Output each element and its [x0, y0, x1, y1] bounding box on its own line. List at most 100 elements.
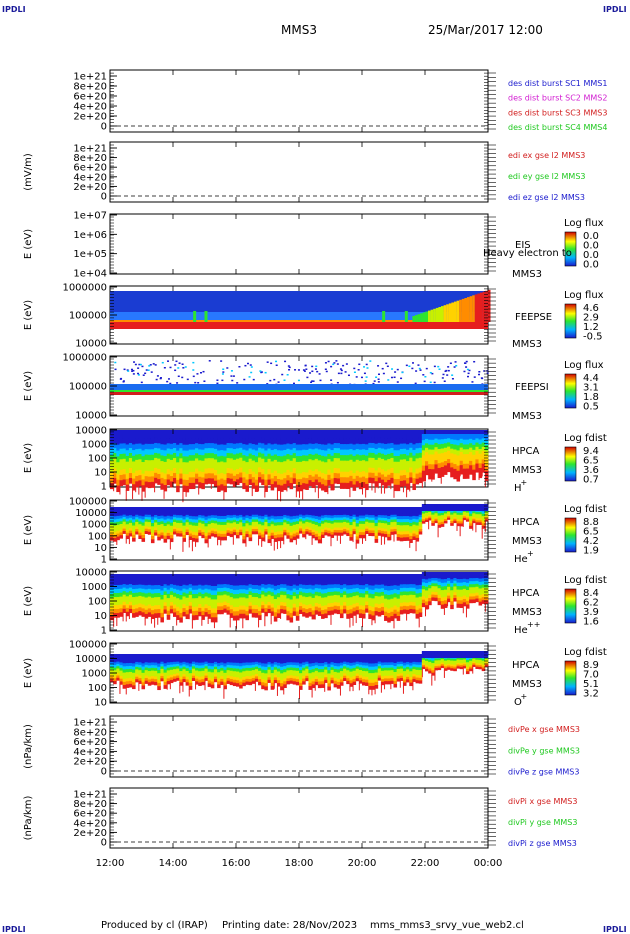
- heat-cell: [166, 448, 171, 455]
- heat-cell: [176, 450, 180, 458]
- heat-cell: [399, 433, 404, 439]
- heat-cell: [125, 510, 130, 514]
- heat-cell: [456, 525, 458, 531]
- heat-cell: [144, 486, 146, 498]
- heat-cell: [125, 666, 130, 670]
- heat-cell: [450, 472, 454, 478]
- heat-speck: [222, 368, 225, 370]
- heat-cell: [128, 657, 133, 661]
- heat-cell: [283, 527, 287, 531]
- heat-cell: [122, 675, 127, 680]
- heat-cell: [248, 531, 253, 536]
- heat-cell: [273, 535, 278, 539]
- heat-cell: [387, 512, 391, 517]
- heat-cell: [415, 577, 420, 582]
- heat-cell: [409, 608, 413, 614]
- heat-cell: [267, 522, 272, 527]
- heat-cell: [437, 458, 442, 464]
- heat-cell: [270, 596, 275, 601]
- heat-cell: [207, 524, 212, 528]
- heat-cell: [248, 458, 253, 465]
- heat-speck: [419, 369, 422, 371]
- heat-cell: [226, 584, 231, 589]
- heat-cell: [346, 449, 350, 456]
- heat-speck: [465, 366, 468, 368]
- heat-band: [110, 392, 488, 395]
- heat-speck: [199, 372, 202, 374]
- heat-cell: [236, 438, 240, 444]
- heat-cell: [264, 512, 268, 516]
- heat-cell: [384, 520, 388, 524]
- heat-cell: [469, 456, 473, 462]
- heat-speck: [130, 368, 133, 371]
- heat-cell: [254, 462, 259, 469]
- heat-cell: [116, 659, 120, 663]
- heat-cell: [286, 480, 290, 487]
- heat-cell: [412, 461, 416, 468]
- heat-cell: [437, 467, 442, 474]
- y-tick-label: 1e+21: [73, 72, 107, 83]
- y-tick-label: 1e+21: [73, 144, 107, 155]
- heat-cell: [390, 616, 394, 622]
- heat-cell: [169, 481, 174, 488]
- heat-cell: [210, 581, 215, 587]
- heat-cell: [251, 488, 253, 497]
- heat-cell: [421, 450, 426, 457]
- heat-cell: [377, 532, 382, 536]
- heat-cell: [236, 611, 240, 617]
- heat-cell: [343, 521, 347, 525]
- heat-cell: [390, 477, 394, 484]
- heat-cell: [157, 581, 161, 586]
- heat-cell: [248, 602, 253, 607]
- heat-cell: [349, 470, 353, 477]
- heat-speck: [192, 375, 195, 378]
- heat-cell: [232, 602, 237, 608]
- heat-cell: [154, 462, 158, 469]
- heat-cell: [371, 462, 375, 469]
- heat-cell: [173, 659, 177, 663]
- heat-cell: [371, 589, 375, 595]
- heat-cell: [157, 660, 161, 665]
- heat-cell: [226, 591, 231, 597]
- heat-cell: [166, 515, 171, 520]
- heat-cell: [374, 449, 379, 456]
- heat-cell: [352, 510, 357, 513]
- heat-cell: [195, 535, 199, 540]
- heat-cell: [317, 600, 322, 605]
- heat-cell: [248, 468, 253, 475]
- heat-cell: [371, 615, 375, 621]
- heat-cell: [179, 468, 183, 475]
- y-tick-label: 8e+20: [73, 153, 107, 164]
- heat-cell: [286, 448, 290, 455]
- heat-cell: [157, 458, 161, 465]
- heat-cell: [399, 610, 404, 615]
- heat-cell: [261, 601, 265, 606]
- heat-cell: [210, 594, 215, 600]
- heat-cell: [339, 581, 344, 586]
- heat-cell: [324, 581, 328, 586]
- heat-cell: [185, 517, 190, 521]
- heat-cell: [456, 440, 461, 446]
- heat-cell: [273, 449, 278, 456]
- heat-cell: [254, 456, 259, 463]
- heat-cell: [166, 602, 171, 608]
- heat-cell: [270, 518, 275, 522]
- heat-cell: [128, 512, 133, 516]
- y-axis-label: E (eV): [23, 229, 34, 259]
- heat-cell: [286, 615, 290, 621]
- heat-cell: [295, 521, 300, 525]
- heat-cell: [201, 433, 205, 440]
- heat-cell: [365, 444, 369, 451]
- heat-cell: [163, 516, 168, 521]
- y-tick-label: 100000: [69, 497, 107, 508]
- heat-cell: [110, 471, 114, 479]
- heat-cell: [132, 455, 136, 463]
- heat-cell: [182, 580, 186, 586]
- heat-cell: [154, 482, 156, 493]
- heat-cell: [308, 612, 312, 617]
- heat-cell: [182, 444, 186, 452]
- heat-cell: [236, 433, 240, 439]
- heat-cell: [119, 588, 123, 594]
